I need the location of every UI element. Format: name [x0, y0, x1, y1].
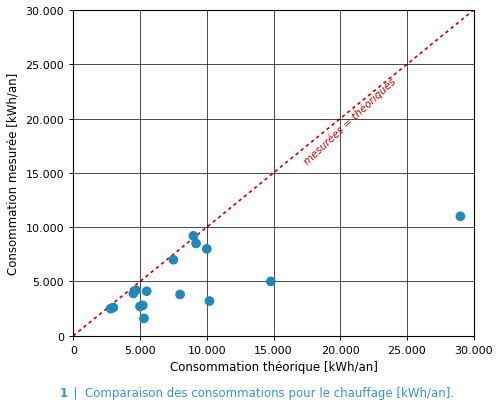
Point	[136, 303, 144, 310]
Point	[110, 305, 118, 311]
Text: 1: 1	[60, 386, 68, 399]
Point	[132, 287, 140, 294]
Point	[203, 246, 211, 252]
Text: |  Comparaison des consommations pour le chauffage [kWh/an].: | Comparaison des consommations pour le …	[66, 386, 454, 399]
Point	[176, 292, 184, 298]
Point	[106, 306, 114, 312]
Point	[190, 233, 198, 240]
Point	[456, 213, 464, 220]
Text: mesurées = théoriques: mesurées = théoriques	[302, 76, 398, 166]
Y-axis label: Consommation mesurée [kWh/an]: Consommation mesurée [kWh/an]	[7, 72, 20, 274]
Point	[130, 290, 138, 297]
Point	[192, 240, 200, 247]
Point	[142, 288, 150, 295]
Point	[206, 298, 214, 305]
Point	[140, 315, 148, 322]
Point	[267, 279, 275, 285]
X-axis label: Consommation théorique [kWh/an]: Consommation théorique [kWh/an]	[170, 360, 378, 373]
Point	[170, 257, 177, 263]
Point	[138, 302, 146, 309]
